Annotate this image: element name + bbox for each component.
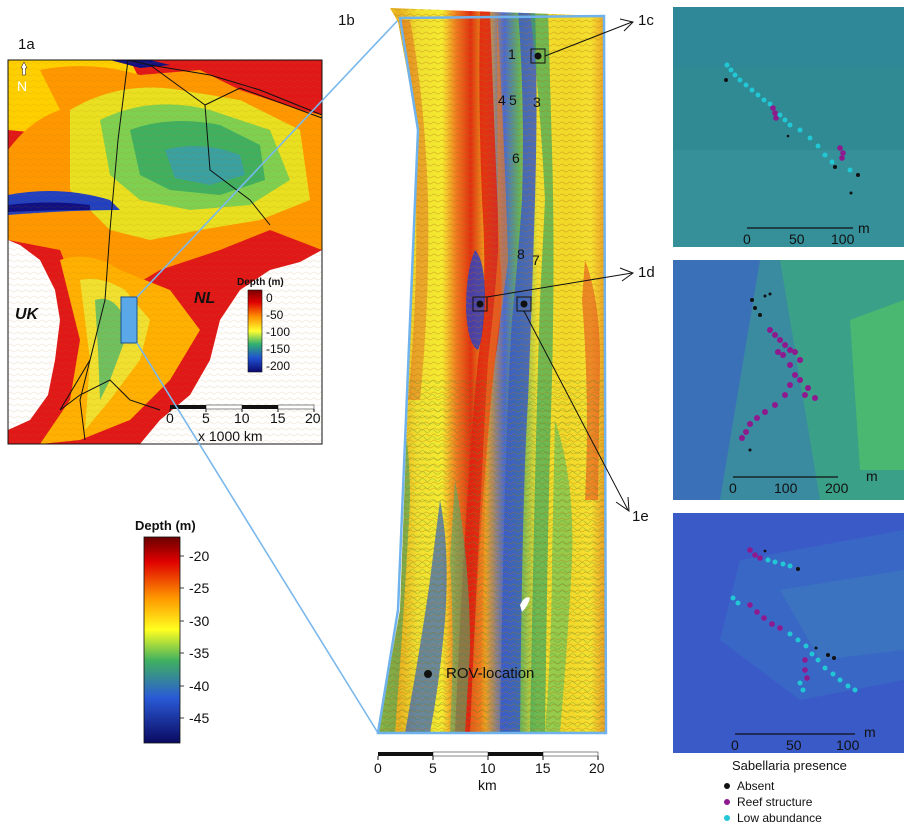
site-number: 4 <box>498 92 506 108</box>
depth-legend-tick: -40 <box>189 678 210 694</box>
site-point-1c <box>534 52 542 60</box>
rov-location-label: ROV-location <box>446 665 535 682</box>
scale-1a-tick: 5 <box>202 410 210 426</box>
site-number: 7 <box>532 252 540 268</box>
depth-legend-tick: -30 <box>189 613 210 629</box>
site-number: 1 <box>508 46 516 62</box>
rov-point <box>424 670 432 678</box>
scale-1b-tick: 0 <box>374 760 382 776</box>
scale-1b-unit: km <box>478 777 497 793</box>
scale-1d-tick: 200 <box>825 480 849 496</box>
legend-1a-tick: -50 <box>266 308 284 322</box>
legend-item-absent: Absent <box>737 779 775 793</box>
scale-1e-tick: 50 <box>786 737 802 753</box>
panel-label-1a: 1a <box>18 36 35 53</box>
legend-1a-tick: -200 <box>266 359 291 373</box>
depth-legend-colorbar <box>143 536 181 744</box>
legend-1a-title: Depth (m) <box>237 277 284 288</box>
scale-1a-tick: 0 <box>166 410 174 426</box>
scale-1d-tick: 100 <box>774 480 798 496</box>
scalebar-1b <box>377 751 599 760</box>
site-point-1d <box>476 300 484 308</box>
site-number: 8 <box>517 246 525 262</box>
north-arrow-icon <box>20 61 28 76</box>
north-label: N <box>17 78 28 94</box>
map-1c <box>673 7 904 247</box>
legend-dot-reef <box>724 799 730 805</box>
panel-label-1e: 1e <box>632 508 649 525</box>
label-nl: NL <box>194 290 216 307</box>
scale-1e-tick: 100 <box>836 737 860 753</box>
panel-label-1b: 1b <box>338 12 355 29</box>
label-uk: UK <box>15 306 39 323</box>
depth-legend-tick: -20 <box>189 548 210 564</box>
depth-legend-tick: -45 <box>189 710 210 726</box>
scale-1c-tick: 100 <box>831 231 855 247</box>
callout-arrows <box>486 18 635 513</box>
scale-1e-tick: 0 <box>731 737 739 753</box>
panel-label-1d: 1d <box>638 264 655 281</box>
scale-1c-tick: 50 <box>789 231 805 247</box>
scale-1e-unit: m <box>864 724 876 740</box>
site-number: 6 <box>512 150 520 166</box>
map-1d <box>673 260 904 500</box>
scale-1c-unit: m <box>858 220 870 236</box>
site-box-1d <box>472 296 488 312</box>
depth-legend-title: Depth (m) <box>135 518 196 533</box>
zoom-line-top <box>136 17 401 298</box>
depth-legend-ticks <box>180 555 184 719</box>
scale-1a-unit: x 1000 km <box>198 428 263 444</box>
map-1b <box>378 8 606 733</box>
scale-1a-tick: 10 <box>234 410 250 426</box>
scale-1b-tick: 10 <box>480 760 496 776</box>
map-1e <box>673 513 904 753</box>
map-1a <box>7 59 323 445</box>
panel-label-1c: 1c <box>638 12 654 29</box>
legend-item-reef: Reef structure <box>737 795 813 809</box>
scale-1d-unit: m <box>866 468 878 484</box>
site-number: 5 <box>509 92 517 108</box>
scale-1b-tick: 5 <box>429 760 437 776</box>
legend-1a-tick: 0 <box>266 291 273 305</box>
scale-1b-tick: 15 <box>535 760 551 776</box>
scale-1d-tick: 0 <box>729 480 737 496</box>
sabellaria-legend-title: Sabellaria presence <box>732 758 847 773</box>
scale-1c-tick: 0 <box>743 231 751 247</box>
legend-item-low: Low abundance <box>737 811 822 825</box>
scale-1b-tick: 20 <box>589 760 605 776</box>
legend-1a-tick: -100 <box>266 325 291 339</box>
depth-legend-tick: -25 <box>189 580 210 596</box>
scalebar-1a <box>169 404 315 412</box>
legend-1a-tick: -150 <box>266 342 291 356</box>
legend-dot-absent <box>724 783 730 789</box>
site-point-1e <box>520 300 528 308</box>
scale-1a-tick: 15 <box>270 410 286 426</box>
map-1b-frame <box>376 14 608 735</box>
legend-dot-low <box>724 815 730 821</box>
zoom-line-bottom <box>136 342 379 734</box>
legend-1a-colorbar <box>247 289 263 373</box>
scale-1a-tick: 20 <box>305 410 321 426</box>
depth-legend-tick: -35 <box>189 645 210 661</box>
site-number: 3 <box>533 94 541 110</box>
